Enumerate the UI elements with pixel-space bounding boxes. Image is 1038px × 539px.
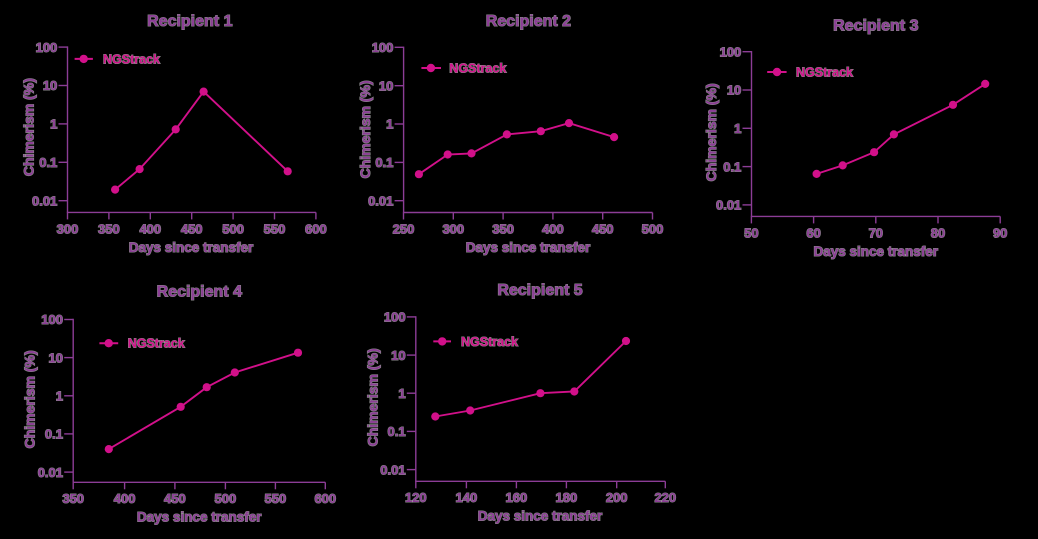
svg-text:NGStrack: NGStrack [103,52,160,66]
svg-text:10: 10 [727,83,741,98]
svg-text:Days since transfer: Days since transfer [814,244,939,259]
svg-text:300: 300 [57,221,79,236]
svg-text:80: 80 [931,225,945,240]
svg-text:Chimerism (%): Chimerism (%) [21,350,37,448]
svg-text:0.1: 0.1 [39,155,57,170]
svg-text:Chimerism (%): Chimerism (%) [20,78,36,176]
svg-text:0.1: 0.1 [388,424,406,439]
svg-text:0.01: 0.01 [32,193,57,208]
svg-text:200: 200 [606,490,628,505]
svg-text:100: 100 [384,310,406,325]
svg-text:NGStrack: NGStrack [461,335,518,349]
svg-text:0.1: 0.1 [375,155,393,170]
svg-text:1: 1 [734,121,741,136]
svg-text:Days since transfer: Days since transfer [129,240,254,255]
svg-text:Recipient 4: Recipient 4 [157,283,242,300]
svg-text:400: 400 [139,221,161,236]
svg-text:10: 10 [391,348,405,363]
svg-text:0.01: 0.01 [368,193,393,208]
svg-text:350: 350 [492,221,514,236]
svg-text:0.1: 0.1 [723,159,741,174]
svg-text:300: 300 [442,221,464,236]
svg-text:NGStrack: NGStrack [449,62,506,76]
svg-text:70: 70 [869,225,883,240]
svg-text:0.01: 0.01 [380,462,405,477]
svg-text:Recipient 1: Recipient 1 [147,13,232,30]
svg-text:550: 550 [265,491,287,506]
svg-text:NGStrack: NGStrack [796,66,853,80]
svg-text:600: 600 [314,491,336,506]
svg-text:10: 10 [49,350,63,365]
svg-text:400: 400 [114,491,136,506]
svg-text:450: 450 [164,491,186,506]
svg-text:Recipient 2: Recipient 2 [486,13,571,30]
svg-text:100: 100 [372,40,394,55]
svg-text:1: 1 [386,117,393,132]
svg-text:120: 120 [405,490,427,505]
svg-text:1: 1 [398,386,405,401]
svg-text:180: 180 [556,490,578,505]
svg-text:400: 400 [542,221,564,236]
svg-text:0.1: 0.1 [45,427,63,442]
svg-text:160: 160 [506,490,528,505]
svg-text:0.01: 0.01 [38,465,63,480]
svg-text:350: 350 [98,221,120,236]
svg-text:0.01: 0.01 [716,198,741,213]
svg-text:Chimerism (%): Chimerism (%) [703,83,719,181]
svg-text:Recipient 3: Recipient 3 [833,17,918,34]
svg-text:220: 220 [654,490,676,505]
svg-text:500: 500 [215,491,237,506]
svg-text:90: 90 [993,225,1007,240]
svg-text:50: 50 [744,225,758,240]
svg-text:100: 100 [36,40,58,55]
svg-text:250: 250 [393,221,415,236]
svg-text:10: 10 [43,78,57,93]
svg-text:500: 500 [222,221,244,236]
svg-text:1: 1 [50,117,57,132]
svg-text:Chimerism (%): Chimerism (%) [364,348,380,446]
svg-text:600: 600 [305,221,327,236]
svg-text:1: 1 [56,389,63,404]
svg-text:350: 350 [62,491,84,506]
svg-text:Days since transfer: Days since transfer [137,510,262,525]
svg-text:Days since transfer: Days since transfer [478,509,603,524]
svg-text:Days since transfer: Days since transfer [466,240,591,255]
svg-text:140: 140 [456,490,478,505]
svg-text:Chimerism (%): Chimerism (%) [357,80,373,178]
svg-text:60: 60 [806,225,820,240]
svg-text:450: 450 [592,221,614,236]
svg-text:10: 10 [379,78,393,93]
svg-text:450: 450 [181,221,203,236]
svg-text:500: 500 [642,221,664,236]
svg-text:NGStrack: NGStrack [128,337,185,351]
svg-text:100: 100 [41,312,63,327]
svg-text:550: 550 [264,221,286,236]
svg-text:Recipient 5: Recipient 5 [497,282,582,299]
svg-text:100: 100 [720,44,742,59]
